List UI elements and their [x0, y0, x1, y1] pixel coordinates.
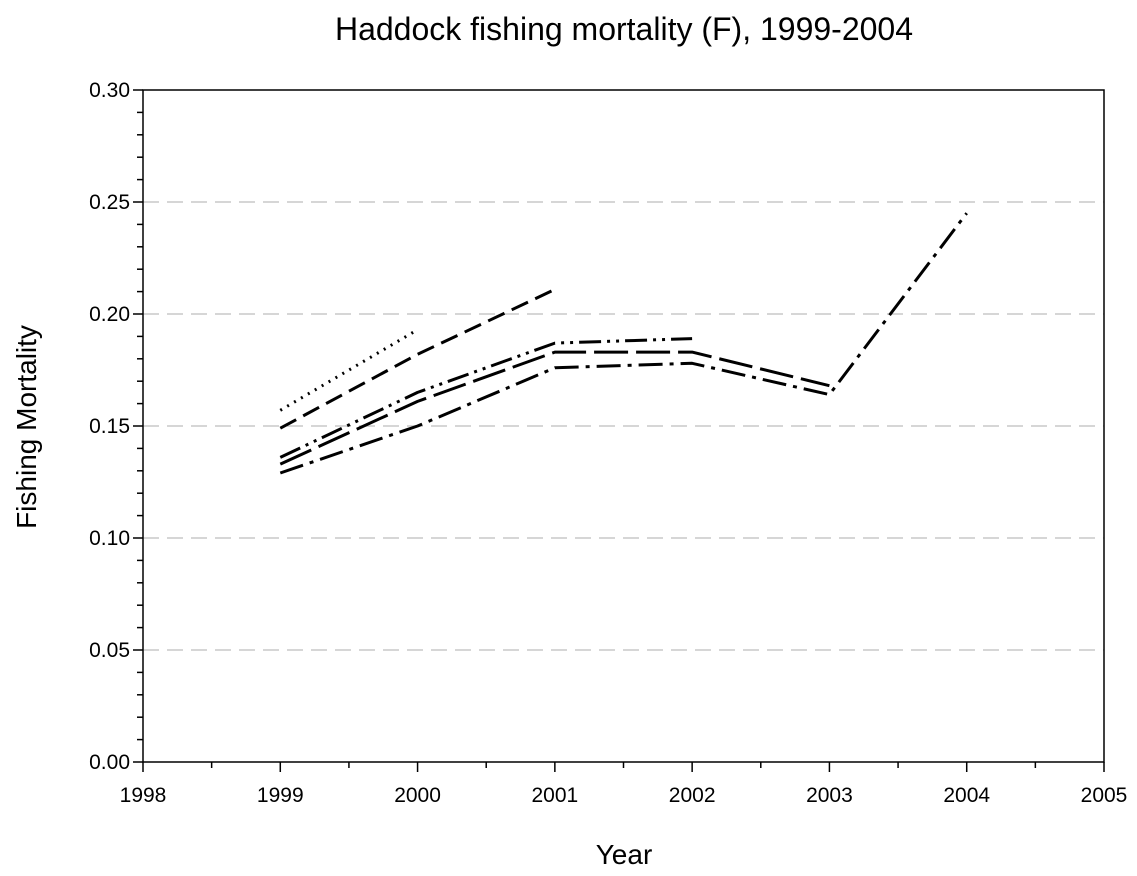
- x-tick-label-6: 2004: [943, 784, 990, 807]
- y-tick-label-6: 0.30: [89, 79, 130, 102]
- gridlines: [143, 201, 1104, 651]
- y-tick-label-1: 0.05: [89, 639, 130, 662]
- y-tick-label-0: 0.00: [89, 751, 130, 774]
- series-line-long-dash: [279, 350, 830, 466]
- y-tick-label-2: 0.10: [89, 527, 130, 550]
- series-line-dash-dot: [279, 212, 968, 475]
- x-tick-label-0: 1998: [120, 784, 167, 807]
- x-tick-label-2: 2000: [394, 784, 441, 807]
- series-line-dash-dot-dot: [279, 337, 693, 459]
- y-axis-label: Fishing Mortality: [11, 325, 42, 529]
- x-tick-label-7: 2005: [1081, 784, 1128, 807]
- x-tick-label-4: 2002: [669, 784, 716, 807]
- y-tick-label-3: 0.15: [89, 415, 130, 438]
- x-axis-label: Year: [596, 839, 653, 870]
- x-tick-label-3: 2001: [531, 784, 578, 807]
- x-tick-label-1: 1999: [257, 784, 304, 807]
- axes: 0.00 0.05 0.10 0.15 0.20 0.25 0.30 1998 1999 2000…: [89, 79, 1127, 807]
- series-line-dotted: [279, 328, 419, 412]
- chart-title: Haddock fishing mortality (F), 1999-2004: [335, 11, 913, 47]
- x-tick-label-5: 2003: [806, 784, 853, 807]
- series-line-dashed: [279, 288, 556, 430]
- y-tick-label-5: 0.25: [89, 191, 130, 214]
- y-tick-label-4: 0.20: [89, 303, 130, 326]
- series-lines: [279, 212, 968, 475]
